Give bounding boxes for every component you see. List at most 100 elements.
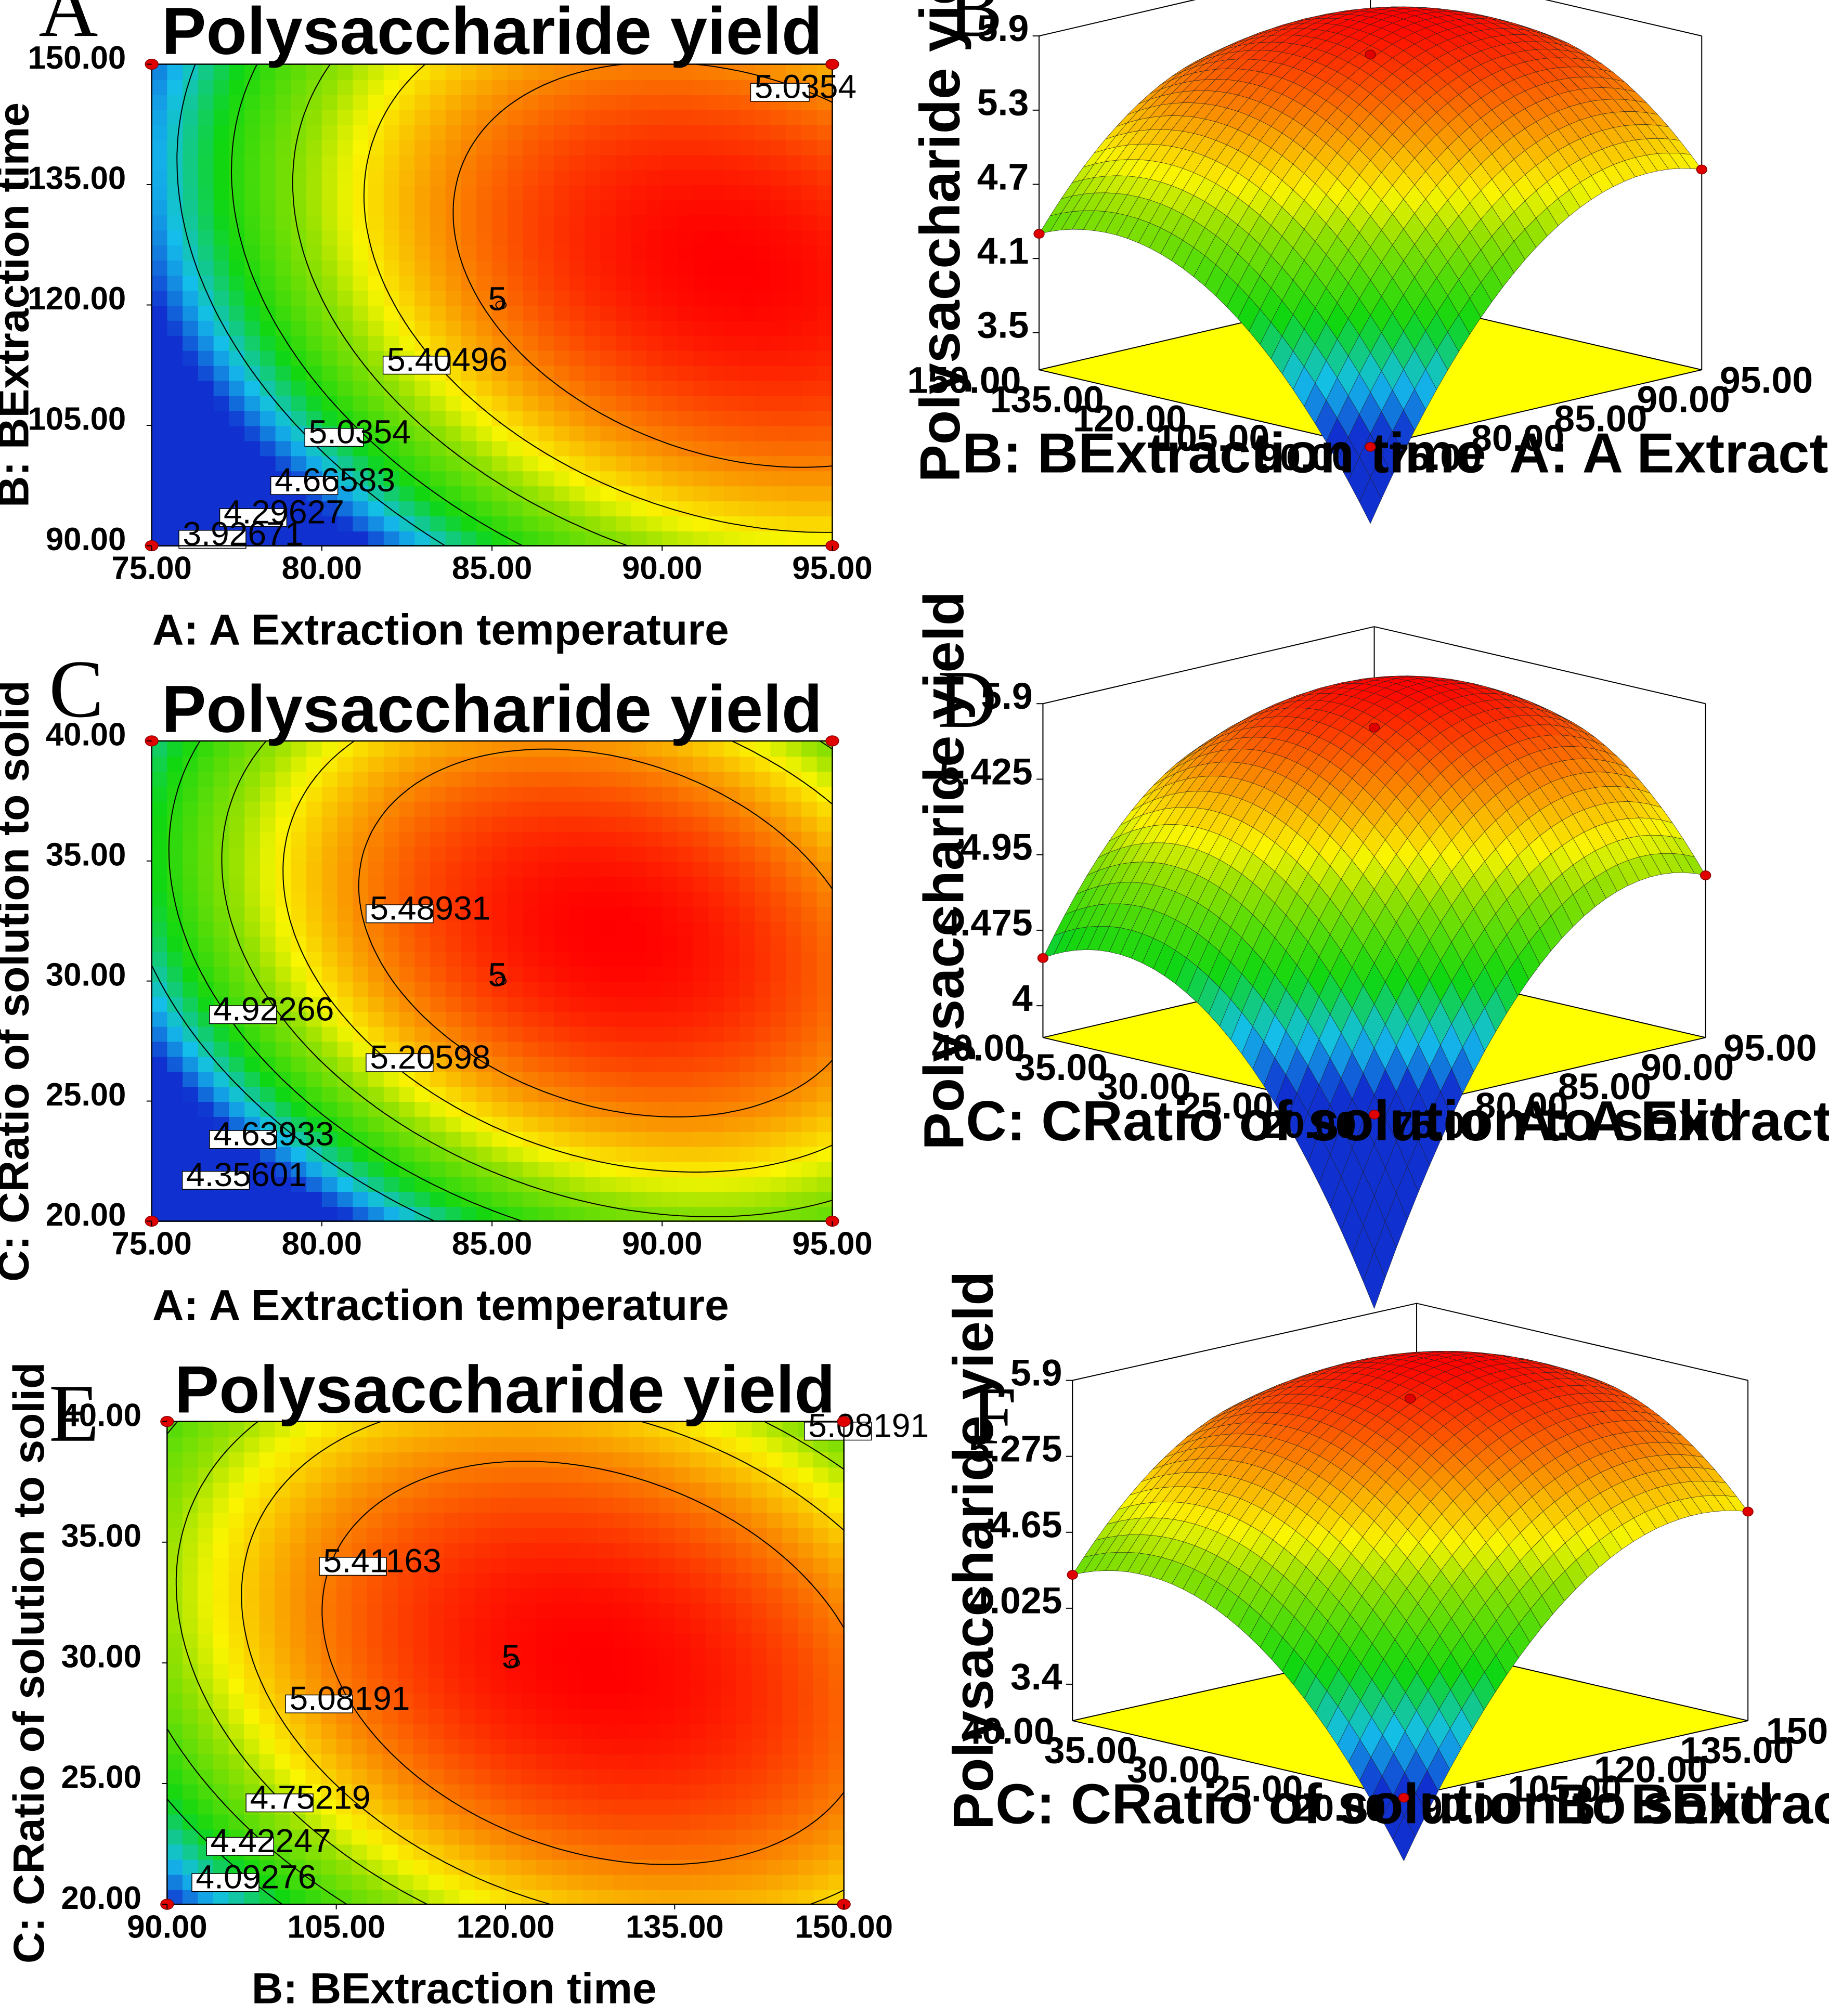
- heat-cell: [538, 1086, 555, 1102]
- heat-cell: [770, 1146, 787, 1162]
- x-tick-label: 90.00: [1637, 379, 1730, 421]
- heat-cell: [646, 831, 663, 847]
- heat-cell: [631, 425, 648, 441]
- heat-cell: [816, 771, 833, 787]
- heat-cell: [739, 1026, 756, 1042]
- heat-cell: [291, 320, 307, 336]
- heat-cell: [399, 996, 416, 1012]
- heat-cell: [244, 109, 261, 125]
- heat-cell: [739, 846, 756, 862]
- heat-cell: [770, 199, 787, 216]
- heat-cell: [383, 846, 400, 862]
- heat-cell: [167, 1768, 184, 1785]
- heat-cell: [306, 786, 323, 802]
- heat-cell: [461, 485, 477, 502]
- heat-cell: [646, 921, 663, 937]
- heat-cell: [523, 1131, 539, 1147]
- heat-cell: [321, 981, 339, 997]
- heat-cell: [538, 64, 555, 80]
- heat-cell: [646, 951, 663, 967]
- heat-cell: [183, 906, 199, 922]
- heat-cell: [414, 440, 431, 457]
- heat-cell: [430, 425, 447, 441]
- heat-cell: [260, 801, 277, 817]
- heat-cell: [229, 485, 245, 502]
- heat-cell: [569, 1101, 586, 1117]
- heat-cell: [414, 846, 431, 862]
- heat-cell: [244, 1557, 261, 1573]
- heat-cell: [646, 79, 663, 95]
- x-tick-label: 90.00: [622, 1226, 702, 1262]
- heat-cell: [306, 320, 323, 336]
- heat-cell: [167, 1542, 184, 1558]
- heat-cell: [275, 214, 292, 231]
- heat-cell: [167, 1086, 184, 1102]
- heat-cell: [646, 170, 663, 186]
- heat-cell: [337, 365, 354, 381]
- heat-cell: [430, 440, 447, 457]
- heat-cell: [569, 124, 586, 140]
- heat-cell: [183, 1086, 199, 1102]
- heat-cell: [383, 440, 400, 457]
- heat-cell: [414, 936, 431, 952]
- heat-cell: [353, 1206, 369, 1222]
- heat-cell: [476, 290, 493, 306]
- heat-cell: [461, 786, 477, 802]
- heat-cell: [678, 320, 694, 336]
- heat-cell: [646, 1056, 663, 1072]
- heat-cell: [724, 1071, 741, 1087]
- heat-cell: [445, 64, 462, 80]
- heat-cell: [801, 214, 818, 231]
- heat-cell: [198, 771, 215, 787]
- heat-cell: [275, 1146, 292, 1162]
- heat-cell: [755, 350, 771, 366]
- heat-cell: [383, 1071, 400, 1087]
- heat-cell: [554, 1056, 570, 1072]
- heat-cell: [585, 1206, 601, 1222]
- heat-cell: [755, 365, 771, 381]
- heat-cell: [816, 996, 833, 1012]
- heat-cell: [492, 996, 509, 1012]
- heat-cell: [213, 229, 230, 246]
- heat-cell: [337, 1191, 354, 1207]
- heat-cell: [523, 335, 539, 351]
- heat-cell: [321, 275, 339, 291]
- heat-cell: [569, 320, 586, 336]
- heat-cell: [259, 1708, 276, 1724]
- heat-cell: [724, 154, 741, 171]
- heat-cell: [260, 350, 277, 366]
- heat-cell: [631, 786, 648, 802]
- heat-cell: [786, 199, 802, 216]
- heat-cell: [816, 335, 833, 351]
- heat-cell: [708, 515, 725, 532]
- heat-cell: [167, 1131, 184, 1147]
- heat-cell: [708, 1026, 725, 1042]
- heat-cell: [724, 1176, 741, 1192]
- heat-cell: [492, 1176, 509, 1192]
- heat-cell: [507, 365, 524, 381]
- heat-cell: [523, 79, 539, 95]
- heat-cell: [801, 199, 818, 216]
- heat-cell: [662, 290, 679, 306]
- heat-cell: [801, 951, 818, 967]
- heat-cell: [259, 1662, 276, 1679]
- heat-cell: [430, 1206, 447, 1222]
- heat-cell: [492, 786, 509, 802]
- design-point: [1368, 1110, 1380, 1120]
- heat-cell: [693, 1191, 709, 1207]
- heat-cell: [244, 214, 261, 231]
- heat-cell: [183, 1071, 199, 1087]
- heat-cell: [244, 1693, 261, 1709]
- heat-cell: [291, 410, 307, 426]
- heat-cell: [646, 350, 663, 366]
- heat-cell: [337, 380, 354, 396]
- design-point: [1365, 49, 1376, 60]
- heat-cell: [708, 335, 725, 351]
- heat-cell: [585, 94, 601, 110]
- heat-cell: [198, 124, 215, 140]
- heat-cell: [291, 290, 307, 306]
- heat-cell: [662, 94, 679, 110]
- heat-cell: [321, 305, 339, 321]
- heat-cell: [291, 244, 307, 261]
- heat-cell: [554, 1041, 570, 1057]
